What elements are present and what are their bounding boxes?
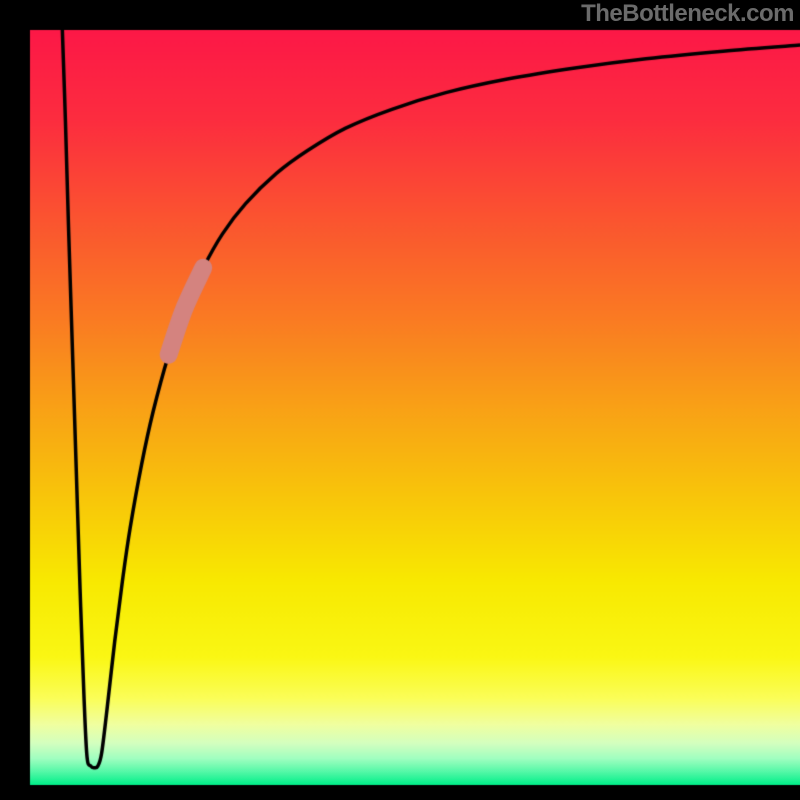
chart-canvas: [0, 0, 800, 800]
bottleneck-chart: TheBottleneck.com: [0, 0, 800, 800]
